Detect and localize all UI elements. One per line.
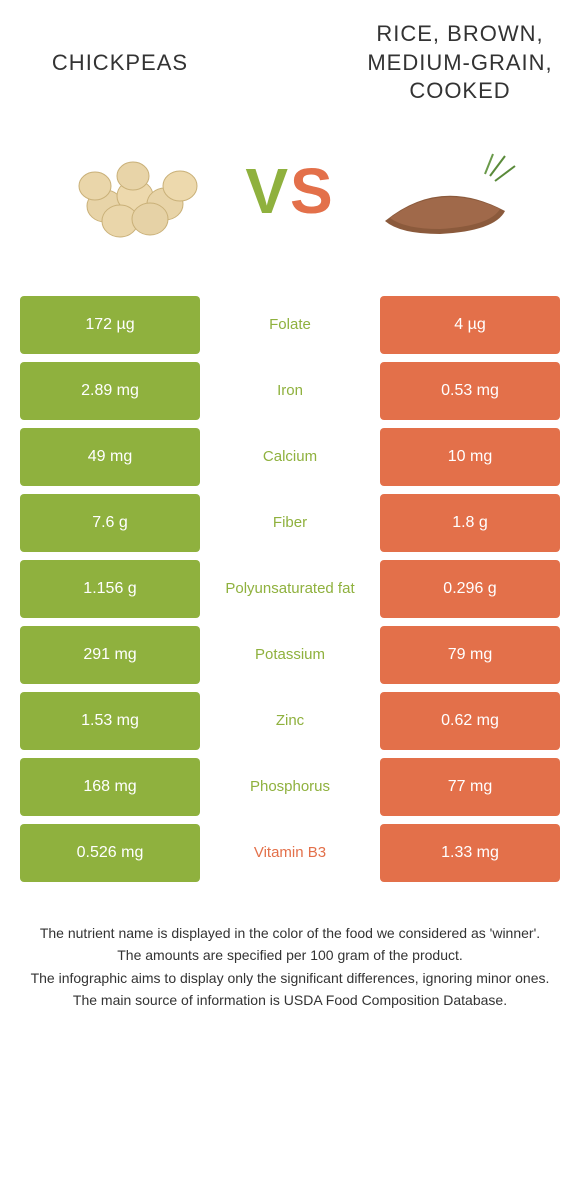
food-image-left (55, 126, 225, 256)
nutrient-name: Potassium (200, 626, 380, 684)
nutrient-row: 49 mgCalcium10 mg (20, 428, 560, 486)
nutrient-name: Fiber (200, 494, 380, 552)
nutrient-name: Vitamin B3 (200, 824, 380, 882)
value-left: 291 mg (20, 626, 200, 684)
nutrient-name: Zinc (200, 692, 380, 750)
value-left: 1.53 mg (20, 692, 200, 750)
nutrient-row: 1.156 gPolyunsaturated fat0.296 g (20, 560, 560, 618)
nutrient-row: 0.526 mgVitamin B31.33 mg (20, 824, 560, 882)
nutrient-table: 172 µgFolate4 µg 2.89 mgIron0.53 mg 49 mgC… (20, 296, 560, 882)
value-left: 49 mg (20, 428, 200, 486)
footer-line-1: The nutrient name is displayed in the co… (30, 922, 550, 944)
food-title-right: RICE, BROWN, MEDIUM-GRAIN, COOKED (360, 20, 560, 106)
rice-icon (355, 126, 525, 256)
nutrient-name: Folate (200, 296, 380, 354)
vs-s: S (290, 155, 335, 227)
nutrient-name: Phosphorus (200, 758, 380, 816)
value-right: 77 mg (380, 758, 560, 816)
header-row: CHICKPEAS RICE, BROWN, MEDIUM-GRAIN, COO… (20, 20, 560, 106)
nutrient-row: 7.6 gFiber1.8 g (20, 494, 560, 552)
footer-line-2: The amounts are specified per 100 gram o… (30, 944, 550, 966)
nutrient-row: 1.53 mgZinc0.62 mg (20, 692, 560, 750)
vs-row: VS (20, 126, 560, 256)
value-right: 79 mg (380, 626, 560, 684)
value-right: 0.53 mg (380, 362, 560, 420)
nutrient-name: Calcium (200, 428, 380, 486)
footer-notes: The nutrient name is displayed in the co… (20, 922, 560, 1012)
nutrient-row: 291 mgPotassium79 mg (20, 626, 560, 684)
food-title-left: CHICKPEAS (20, 49, 220, 78)
food-image-right (355, 126, 525, 256)
nutrient-name: Polyunsaturated fat (200, 560, 380, 618)
value-right: 10 mg (380, 428, 560, 486)
footer-line-4: The main source of information is USDA F… (30, 989, 550, 1011)
nutrient-row: 168 mgPhosphorus77 mg (20, 758, 560, 816)
nutrient-row: 2.89 mgIron0.53 mg (20, 362, 560, 420)
footer-line-3: The infographic aims to display only the… (30, 967, 550, 989)
vs-label: VS (245, 154, 334, 228)
value-left: 1.156 g (20, 560, 200, 618)
value-right: 1.8 g (380, 494, 560, 552)
value-right: 0.62 mg (380, 692, 560, 750)
value-right: 0.296 g (380, 560, 560, 618)
value-right: 1.33 mg (380, 824, 560, 882)
value-left: 2.89 mg (20, 362, 200, 420)
infographic-container: CHICKPEAS RICE, BROWN, MEDIUM-GRAIN, COO… (0, 0, 580, 1041)
vs-v: V (245, 155, 290, 227)
value-left: 172 µg (20, 296, 200, 354)
chickpeas-icon (55, 126, 225, 256)
nutrient-row: 172 µgFolate4 µg (20, 296, 560, 354)
value-left: 7.6 g (20, 494, 200, 552)
value-right: 4 µg (380, 296, 560, 354)
value-left: 168 mg (20, 758, 200, 816)
nutrient-name: Iron (200, 362, 380, 420)
value-left: 0.526 mg (20, 824, 200, 882)
